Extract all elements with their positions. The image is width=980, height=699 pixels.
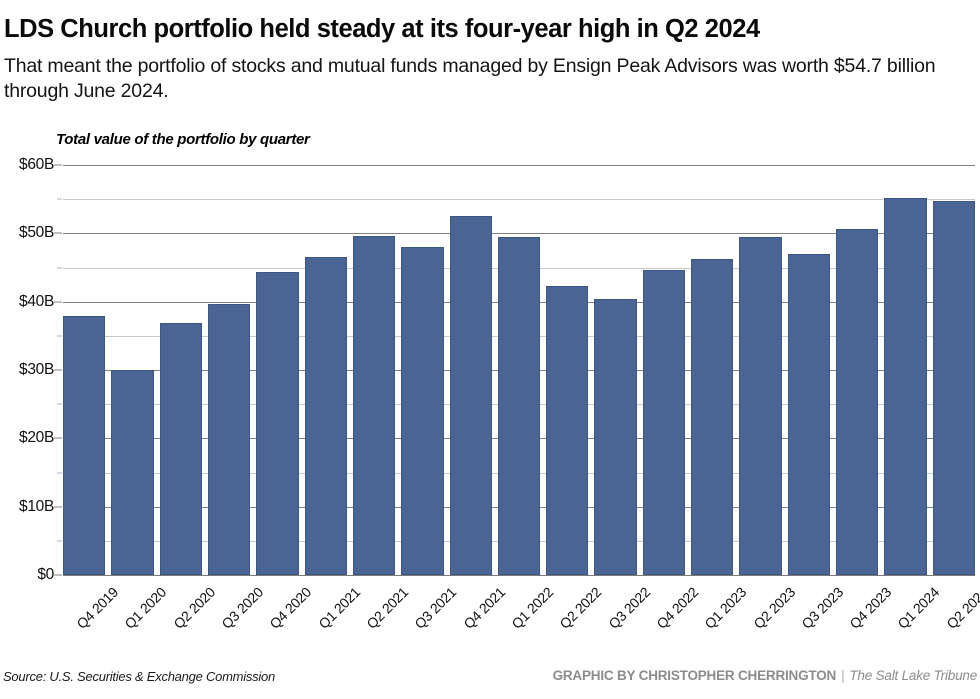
bar-q3-2023 [787,253,830,575]
bar-column [787,165,830,575]
bar-q2-2022 [546,285,589,575]
page-title: LDS Church portfolio held steady at its … [4,15,760,43]
x-axis-label-slot: Q4 2021 [450,578,508,648]
y-axis-tick-mark-60 [54,164,62,166]
x-axis-label-slot: Q2 2024 [933,578,980,648]
credit-byline: GRAPHIC BY CHRISTOPHER CHERRINGTON [552,668,837,683]
y-axis-tick-mark-20 [54,437,62,439]
bar-q1-2024 [884,198,927,575]
x-axis-label-slot: Q1 2021 [305,578,363,648]
bar-column [739,165,782,575]
y-axis-tick-mark-30 [54,369,62,371]
x-axis-label-slot: Q2 2023 [739,578,798,648]
bar-column [449,165,492,575]
chart-bars [63,165,975,575]
credit-separator: | [841,668,845,683]
y-axis-tick-mark-15 [57,472,62,473]
bar-q4-2020 [256,272,299,575]
bar-column [884,165,927,575]
bar-q1-2020 [111,370,154,575]
x-axis-label-slot: Q1 2022 [498,578,556,648]
y-axis-label-30: $30B [19,361,54,378]
bar-column [304,165,347,575]
x-axis-label-slot: Q3 2022 [594,578,653,648]
bar-q3-2021 [401,247,444,575]
bar-column [111,165,154,575]
y-axis-tick-mark-45 [57,267,62,268]
y-axis-label-50: $50B [19,224,54,242]
bar-q3-2020 [207,304,251,575]
bar-column [594,165,637,575]
y-axis-tick-mark-40 [54,301,62,303]
chart-plot-area: $0 $10B $20B $30B $40B $50B $60B [19,156,975,583]
x-axis-label-slot: Q3 2023 [788,578,846,648]
x-axis-label-slot: Q1 2024 [884,578,943,648]
y-axis-tick-mark-0 [54,574,62,576]
x-axis-label-slot: Q4 2019 [63,578,121,648]
y-axis-tick-mark-5 [57,540,62,542]
x-axis-label-slot: Q1 2020 [111,578,170,648]
x-axis-label-slot: Q2 2021 [353,578,411,648]
gridline-50 [63,233,975,235]
bar-column [642,165,686,575]
bar-column [497,165,541,575]
chart-x-axis-labels: Q4 2019 Q1 2020 Q2 2020 Q3 2020 Q4 2020 Q1 20… [63,578,980,648]
x-axis-label-slot: Q3 2021 [401,578,460,648]
credit-publication: The Salt Lake Tribune [849,668,977,683]
bar-column [159,165,202,575]
bar-column [256,165,299,575]
y-axis-label-10: $10B [19,497,54,515]
y-axis-tick-mark-50 [54,232,62,234]
bar-column [401,165,444,575]
bar-q2-2024 [932,201,975,575]
x-axis-label-q2-2024: Q2 2024 [943,584,980,632]
bar-column [63,165,106,575]
bar-column [207,165,251,575]
x-axis-label-slot: Q3 2020 [208,578,266,648]
gridline-55 [63,199,975,201]
y-axis-label-20: $20B [19,429,54,447]
bar-column [691,165,734,575]
graphic-credit: GRAPHIC BY CHRISTOPHER CHERRINGTON | The S… [552,668,978,683]
bar-column [546,165,589,575]
bar-q1-2023 [691,259,734,575]
y-axis-label-0: $0 [37,566,54,583]
y-axis-tick-mark-10 [54,506,62,508]
bar-q3-2022 [594,298,637,575]
bar-q2-2021 [352,236,396,575]
chart-title: Total value of the portfolio by quarter [56,131,310,148]
bar-q1-2021 [304,257,347,575]
bar-q2-2023 [739,236,782,575]
y-axis-tick-mark-55 [57,198,62,200]
y-axis-tick-mark-35 [57,335,62,337]
bar-q4-2023 [836,228,879,575]
bar-q1-2022 [497,237,541,575]
bar-q2-2020 [159,322,202,575]
x-axis-label-slot: Q2 2022 [546,578,605,648]
source-note: Source: U.S. Securities & Exchange Commi… [3,669,275,684]
x-axis-label-slot: Q1 2023 [691,578,750,648]
y-axis-label-60: $60B [19,156,54,173]
bar-column [836,165,879,575]
x-axis-label-slot: Q4 2022 [643,578,701,648]
bar-column [932,165,975,575]
y-axis-label-40: $40B [19,292,54,310]
x-axis-label-slot: Q4 2023 [836,578,894,648]
bar-q4-2021 [449,216,492,575]
y-axis-tick-mark-25 [57,403,62,405]
bar-q4-2019 [63,316,106,575]
bar-column [352,165,396,575]
bar-q4-2022 [642,269,686,575]
x-axis-label-slot: Q2 2020 [160,578,218,648]
page-subtitle: That meant the portfolio of stocks and m… [4,55,936,102]
gridline-60 [63,165,975,166]
x-axis-label-slot: Q4 2020 [256,578,315,648]
gridline-0 [63,575,975,576]
